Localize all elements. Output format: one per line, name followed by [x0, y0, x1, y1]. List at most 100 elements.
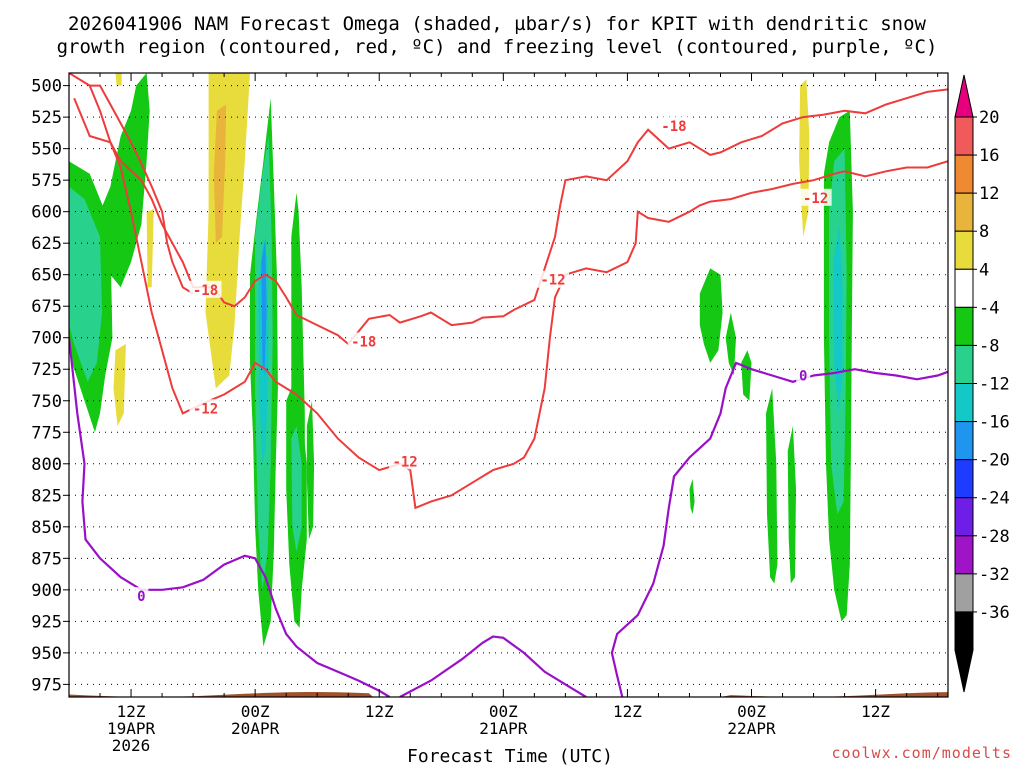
- omega-shade-12: [699, 268, 723, 363]
- y-tick-label-850: 850: [31, 518, 62, 538]
- purple-contour-freezing-level-right: [610, 361, 948, 697]
- red-contour-right-12: [69, 73, 948, 510]
- red-contour-label-1: -18: [351, 335, 376, 351]
- red-label-bg-2: [657, 116, 690, 134]
- y-tick-label-650: 650: [31, 266, 62, 286]
- red-contour-label-6: -12: [803, 191, 828, 207]
- omega-shade-25: [261, 236, 267, 376]
- colorbar-swatch-1: [954, 154, 974, 194]
- colorbar-label-11: -28: [979, 527, 1010, 547]
- omega-shade-24: [833, 224, 843, 414]
- omega-shade-15: [766, 388, 778, 584]
- plot-area: -18 -18 -18 -12 -12 -12 -12 0 0: [69, 73, 948, 697]
- plot-frame: [68, 72, 949, 698]
- omega-shade-11: [306, 400, 315, 540]
- x-tick-label-1-0: 00Z: [241, 702, 270, 721]
- purple-contour-freezing-level-hump: [399, 635, 587, 697]
- y-tick-label-875: 875: [31, 549, 62, 569]
- x-tick-label-6-0: 12Z: [861, 702, 890, 721]
- red-label-bg-5: [536, 270, 569, 288]
- red-label-bg-0: [189, 280, 222, 298]
- omega-shade-17: [689, 478, 695, 515]
- x-tick-label-1-1: 20APR: [231, 719, 280, 738]
- colorbar-label-6: -8: [979, 336, 999, 356]
- colorbar-swatch-0: [954, 116, 974, 156]
- x-tick-label-3-0: 00Z: [489, 702, 518, 721]
- x-tick-label-0-2: 2026: [112, 736, 151, 755]
- y-tick-label-975: 975: [31, 675, 62, 695]
- red-contour-label-3: -12: [193, 401, 218, 417]
- axes: 500 525 550 575 600 625 650 675 700 725 750 775 800 8…: [31, 72, 949, 755]
- credit-text: coolwx.com/modelts: [831, 744, 1012, 762]
- y-tick-label-675: 675: [31, 297, 62, 317]
- y-tick-label-750: 750: [31, 392, 62, 412]
- omega-shade-0: [205, 73, 250, 389]
- purple-label-bg-0: [134, 587, 149, 605]
- red-contour-label-2: -18: [661, 119, 686, 135]
- y-tick-label-575: 575: [31, 171, 62, 191]
- red-contour-label-5: -12: [540, 273, 565, 289]
- red-label-bg-4: [389, 452, 422, 470]
- omega-shade-2: [115, 73, 122, 86]
- omega-shade-5: [799, 79, 810, 237]
- chart-title-line-1: 2026041906 NAM Forecast Omega (shaded, µ…: [68, 13, 926, 35]
- y-tick-label-625: 625: [31, 234, 62, 254]
- x-axis-label: Forecast Time (UTC): [407, 746, 613, 767]
- purple-contour-label-0: 0: [137, 589, 145, 605]
- y-tick-label-900: 900: [31, 581, 62, 601]
- colorbar-label-0: 20: [979, 108, 999, 128]
- colorbar-swatch-8: [954, 421, 974, 461]
- omega-shade-4: [146, 209, 154, 288]
- x-tick-label-4-0: 12Z: [613, 702, 642, 721]
- colorbar-swatch-10: [954, 497, 974, 537]
- colorbar-label-3: 8: [979, 222, 989, 242]
- terrain-ground: [69, 692, 948, 697]
- colorbar-label-12: -32: [979, 565, 1010, 585]
- x-tick-label-0-0: 12Z: [117, 702, 146, 721]
- y-tick-label-775: 775: [31, 423, 62, 443]
- omega-shade-21: [291, 426, 302, 552]
- x-tick-label-3-1: 21APR: [479, 719, 528, 738]
- purple-contour-label-1: 0: [799, 369, 807, 385]
- colorbar-top-arrow: [954, 74, 974, 118]
- colorbar-label-8: -16: [979, 413, 1010, 433]
- y-tick-label-950: 950: [31, 644, 62, 664]
- plot-content: -18 -18 -18 -12 -12 -12 -12 0 0: [69, 73, 948, 697]
- y-tick-label-525: 525: [31, 108, 62, 128]
- colorbar-label-7: -12: [979, 375, 1010, 395]
- colorbar-swatch-2: [954, 192, 974, 232]
- red-contour-label-0: -18: [193, 283, 218, 299]
- colorbar-swatch-11: [954, 535, 974, 575]
- colorbar-swatch-12: [954, 573, 974, 613]
- colorbar-label-1: 16: [979, 146, 999, 166]
- omega-shade-14: [741, 350, 752, 401]
- y-tick-label-725: 725: [31, 360, 62, 380]
- chart-title-line-2: growth region (contoured, red, ºC) and f…: [57, 36, 938, 58]
- colorbar-swatch-4: [954, 268, 974, 308]
- omega-shade-13: [725, 312, 736, 376]
- omega-shade-16: [787, 426, 796, 584]
- colorbar-label-10: -24: [979, 489, 1010, 509]
- colorbar-swatch-13: [954, 611, 974, 651]
- x-tick-label-2-0: 12Z: [365, 702, 394, 721]
- x-tick-label-0-1: 19APR: [107, 719, 156, 738]
- red-label-bg-1: [347, 332, 380, 350]
- red-label-bg-3: [189, 399, 222, 417]
- omega-shade-3: [113, 344, 126, 426]
- red-contour-label-4: -12: [392, 454, 417, 470]
- omega-shade-7: [100, 73, 150, 288]
- omega-shade-1: [213, 104, 227, 244]
- red-contour-upper-18: [73, 88, 948, 346]
- colorbar-bottom-arrow: [954, 649, 974, 693]
- colorbar-swatch-3: [954, 230, 974, 270]
- colorbar-swatch-6: [954, 344, 974, 384]
- y-tick-label-550: 550: [31, 140, 62, 160]
- y-tick-label-800: 800: [31, 455, 62, 475]
- red-label-bg-6: [799, 188, 832, 206]
- colorbar-label-4: 4: [979, 260, 989, 280]
- colorbar-label-2: 12: [979, 184, 999, 204]
- colorbar-swatch-9: [954, 459, 974, 499]
- red-contour-left-12-upper: [89, 84, 194, 295]
